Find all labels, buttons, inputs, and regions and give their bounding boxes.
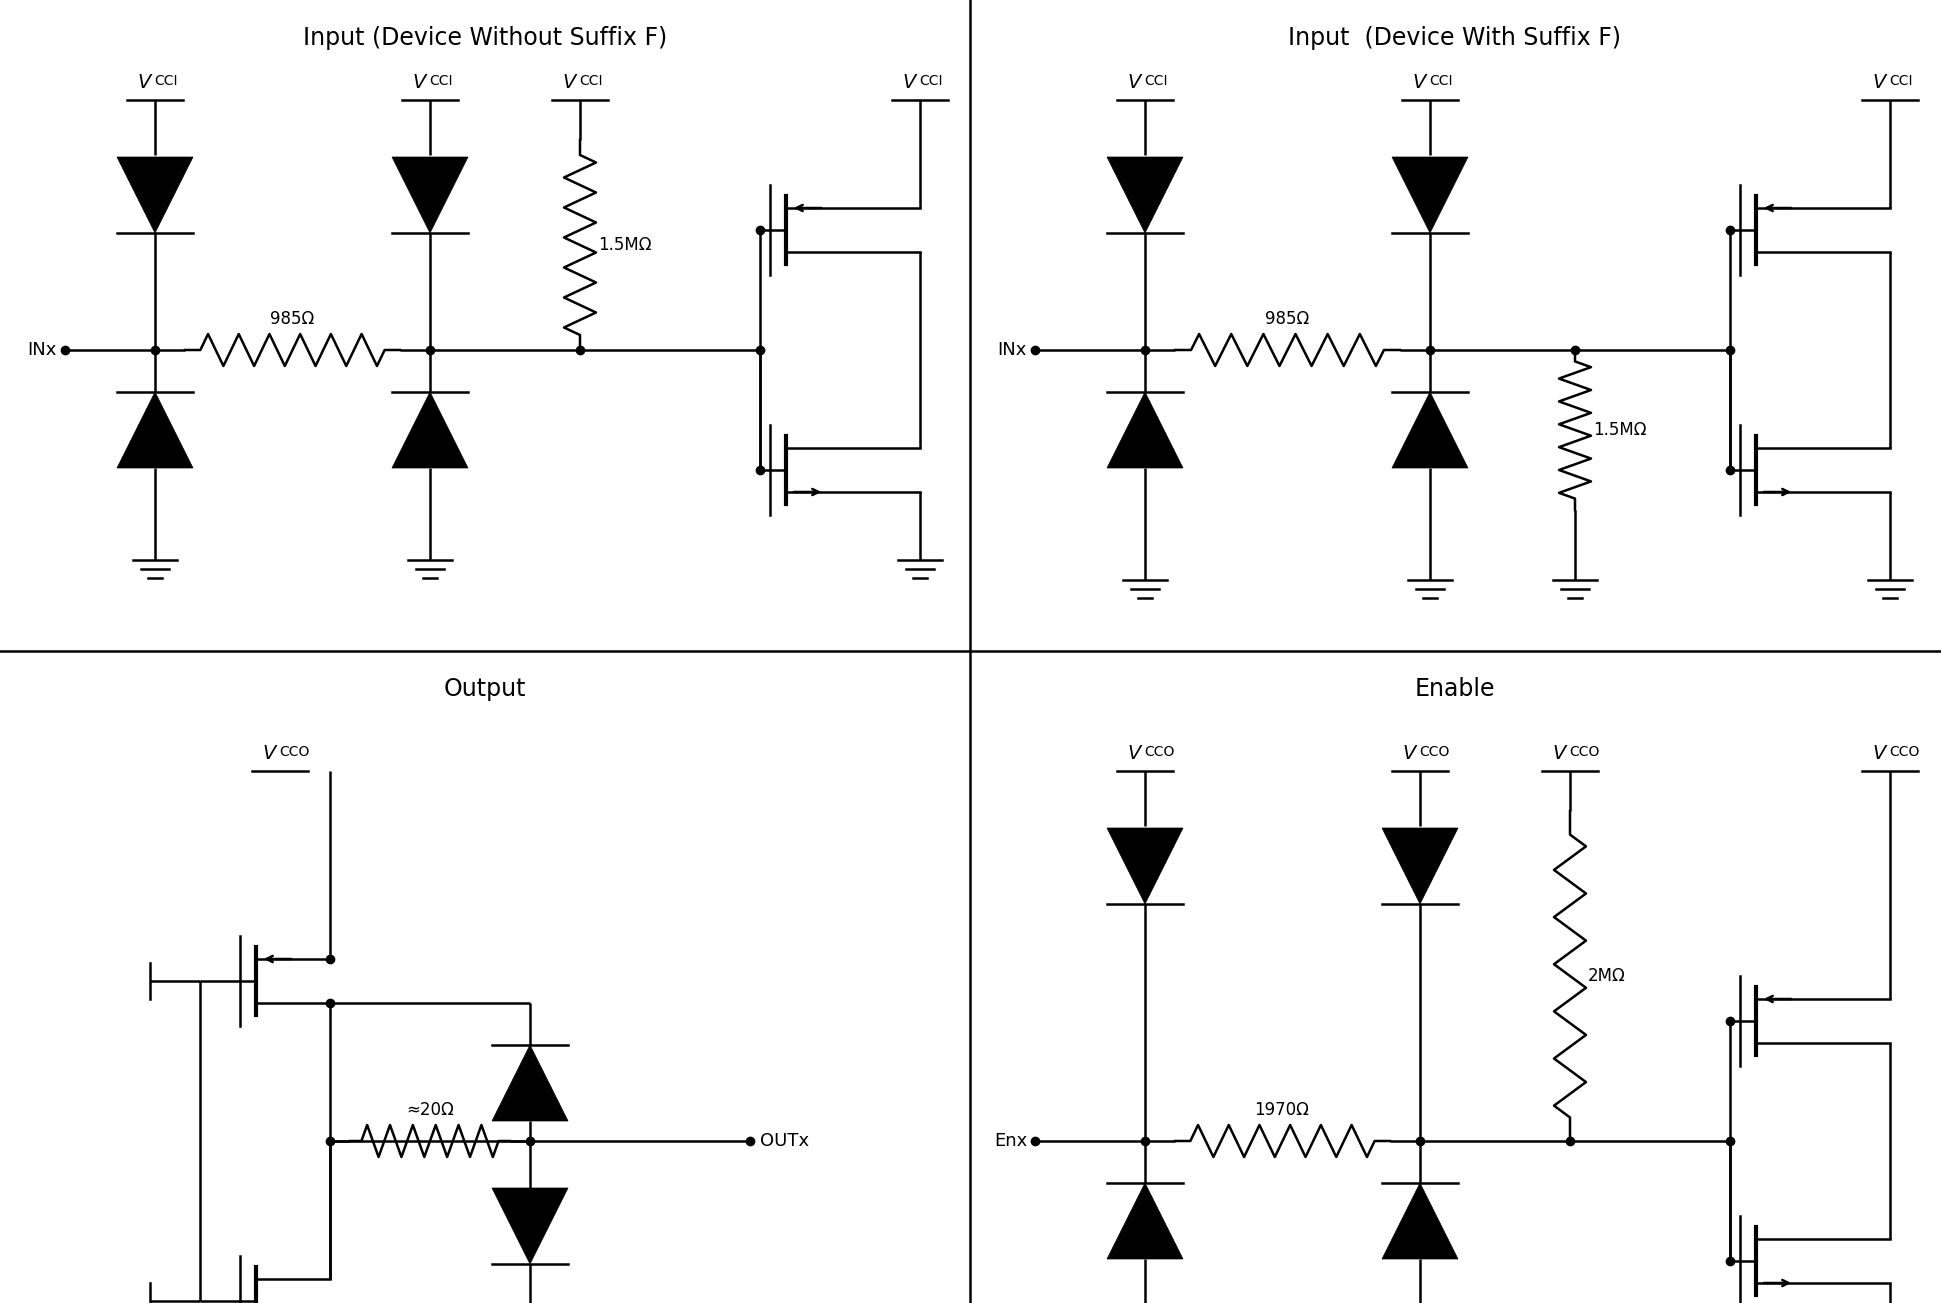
Text: $V$: $V$ [136,73,153,93]
Text: $V$: $V$ [1551,744,1568,764]
Polygon shape [392,392,468,468]
Text: CCO: CCO [1568,745,1599,760]
Text: $V$: $V$ [1871,73,1889,93]
Text: CCI: CCI [578,74,602,89]
Text: OUTx: OUTx [761,1132,809,1151]
Text: 985Ω: 985Ω [1266,310,1308,328]
Polygon shape [1382,1183,1458,1259]
Text: $V$: $V$ [1126,73,1143,93]
Polygon shape [1392,392,1467,468]
Text: 1.5MΩ: 1.5MΩ [598,236,652,254]
Text: Output: Output [444,678,526,701]
Text: ≈20Ω: ≈20Ω [406,1101,454,1119]
Text: CCI: CCI [918,74,943,89]
Polygon shape [1106,827,1182,904]
Text: $V$: $V$ [411,73,429,93]
Text: $V$: $V$ [561,73,578,93]
Polygon shape [116,156,192,233]
Text: CCO: CCO [1889,745,1920,760]
Text: $V$: $V$ [262,744,278,764]
Text: 1970Ω: 1970Ω [1254,1101,1310,1119]
Text: $V$: $V$ [1411,73,1429,93]
Polygon shape [1106,392,1182,468]
Text: $V$: $V$ [1126,744,1143,764]
Text: INx: INx [27,341,56,360]
Polygon shape [1106,156,1182,233]
Polygon shape [491,1045,569,1121]
Text: CCO: CCO [280,745,309,760]
Text: CCI: CCI [1889,74,1912,89]
Text: CCI: CCI [153,74,177,89]
Text: 985Ω: 985Ω [270,310,314,328]
Text: INx: INx [998,341,1027,360]
Text: Enable: Enable [1415,678,1495,701]
Text: 1.5MΩ: 1.5MΩ [1594,421,1646,439]
Text: $V$: $V$ [1871,744,1889,764]
Text: Input  (Device With Suffix F): Input (Device With Suffix F) [1289,26,1621,50]
Polygon shape [1382,827,1458,904]
Text: $V$: $V$ [901,73,918,93]
Polygon shape [392,156,468,233]
Text: Enx: Enx [994,1132,1027,1151]
Text: CCI: CCI [429,74,452,89]
Text: CCO: CCO [1419,745,1450,760]
Polygon shape [491,1188,569,1264]
Text: CCI: CCI [1429,74,1452,89]
Text: CCI: CCI [1143,74,1167,89]
Text: $V$: $V$ [1401,744,1419,764]
Polygon shape [1392,156,1467,233]
Polygon shape [116,392,192,468]
Polygon shape [1106,1183,1182,1259]
Text: 2MΩ: 2MΩ [1588,967,1627,985]
Text: Input (Device Without Suffix F): Input (Device Without Suffix F) [303,26,668,50]
Text: CCO: CCO [1143,745,1174,760]
